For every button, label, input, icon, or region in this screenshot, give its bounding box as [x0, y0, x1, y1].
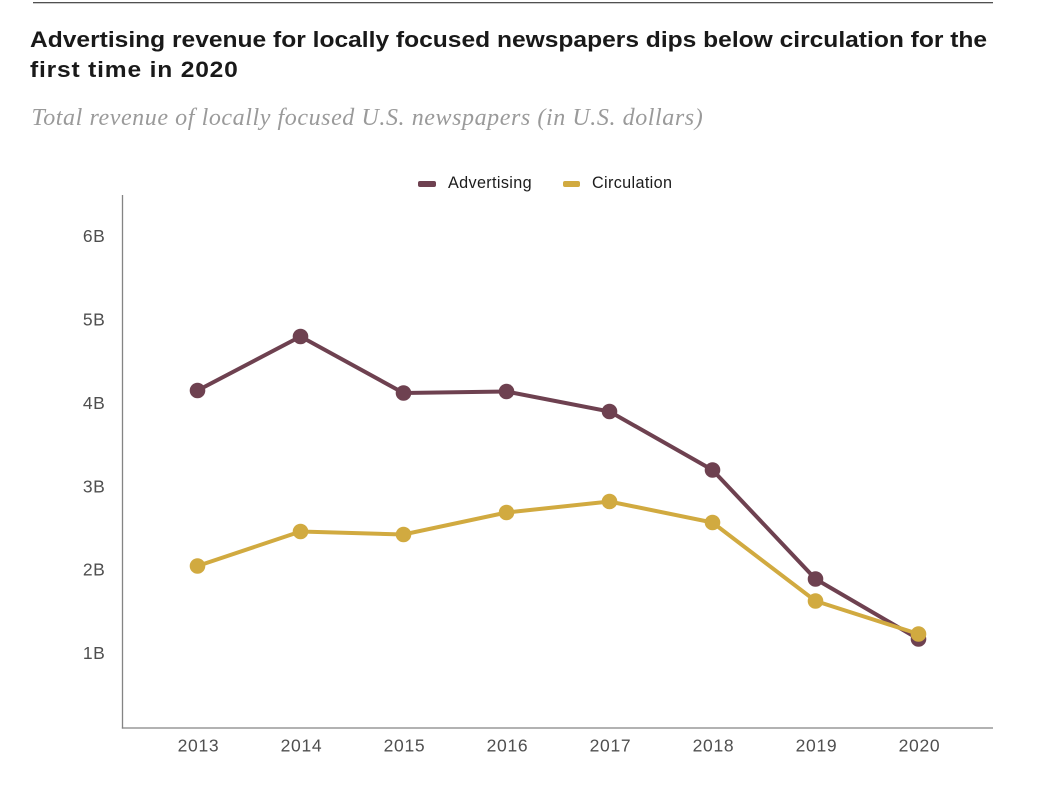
svg-text:2016: 2016 [487, 736, 529, 756]
svg-text:2013: 2013 [178, 736, 220, 756]
svg-text:2018: 2018 [693, 736, 735, 756]
svg-text:2017: 2017 [590, 736, 632, 756]
svg-text:2B: 2B [83, 560, 105, 580]
svg-text:2019: 2019 [796, 736, 838, 756]
svg-text:2015: 2015 [384, 736, 426, 756]
svg-text:2014: 2014 [281, 736, 323, 756]
svg-text:6B: 6B [83, 226, 105, 246]
svg-text:5B: 5B [83, 310, 105, 330]
svg-text:3B: 3B [83, 477, 105, 497]
svg-text:2020: 2020 [899, 736, 941, 756]
svg-text:1B: 1B [83, 643, 105, 663]
svg-text:4B: 4B [83, 393, 105, 413]
